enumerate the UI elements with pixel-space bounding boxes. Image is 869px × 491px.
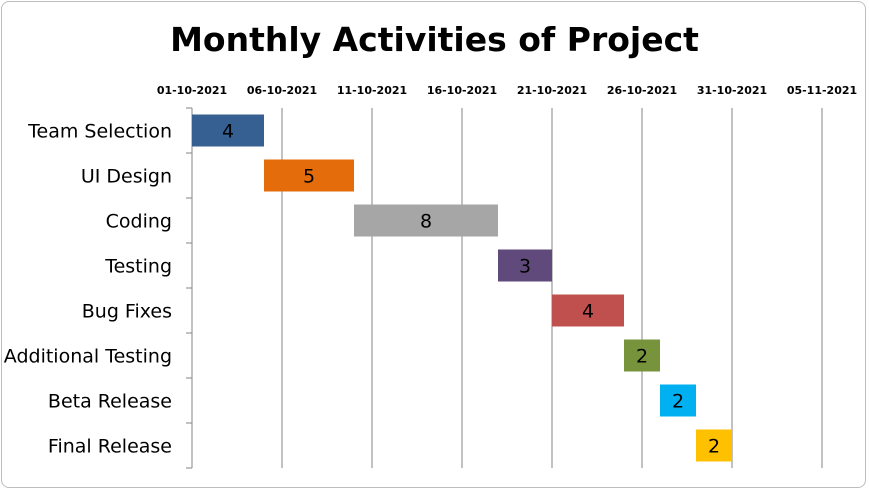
bar-value-label: 2 — [672, 391, 684, 413]
x-tick-label: 11-10-2021 — [337, 84, 407, 97]
task-label: Coding — [106, 211, 172, 233]
bar-value-label: 2 — [708, 436, 720, 458]
x-tick-label: 21-10-2021 — [517, 84, 587, 97]
task-bar — [192, 114, 264, 147]
task-label: Final Release — [48, 436, 172, 458]
task-label: Bug Fixes — [82, 301, 172, 323]
task-bar — [354, 204, 498, 237]
x-tick-label: 31-10-2021 — [697, 84, 767, 97]
bar-value-label: 8 — [420, 211, 432, 233]
x-tick-label: 05-11-2021 — [787, 84, 857, 97]
task-bar — [552, 294, 624, 327]
task-bars: 4 5 8 3 4 2 2 2 — [192, 114, 732, 462]
task-bar — [498, 249, 552, 282]
task-label: Testing — [104, 256, 172, 278]
x-tick-label: 01-10-2021 — [157, 84, 227, 97]
task-bar — [696, 429, 732, 462]
bar-value-label: 3 — [519, 256, 531, 278]
x-tick-label: 16-10-2021 — [427, 84, 497, 97]
x-tick-label: 06-10-2021 — [247, 84, 317, 97]
task-labels: Team Selection UI Design Coding Testing Bug … — [4, 121, 172, 458]
bar-value-label: 4 — [582, 301, 594, 323]
task-label: Additional Testing — [4, 346, 172, 368]
task-bar — [264, 159, 354, 192]
grid-lines — [186, 107, 823, 469]
task-label: Team Selection — [27, 121, 172, 143]
x-tick-labels: 01-10-2021 06-10-2021 11-10-2021 16-10-2021… — [157, 84, 857, 97]
bar-value-label: 4 — [222, 121, 234, 143]
task-label: UI Design — [81, 166, 172, 188]
bar-value-label: 2 — [636, 346, 648, 368]
task-label: Beta Release — [48, 391, 172, 413]
x-tick-label: 26-10-2021 — [607, 84, 677, 97]
task-bar — [624, 339, 660, 372]
task-bar — [660, 384, 696, 417]
bar-value-label: 5 — [303, 166, 315, 188]
chart-title: Monthly Activities of Project — [170, 20, 699, 59]
